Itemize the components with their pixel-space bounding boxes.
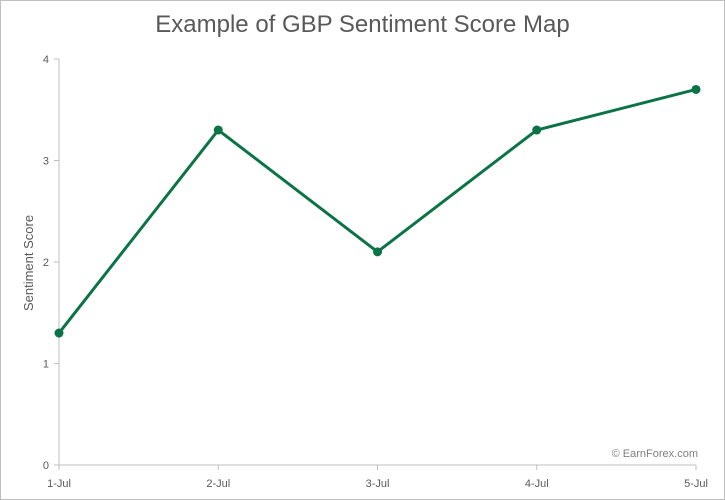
y-axis-title: Sentiment Score	[21, 215, 36, 311]
series-line	[57, 87, 698, 335]
x-tick-label: 2-Jul	[206, 478, 230, 490]
y-tick-label: 0	[43, 460, 49, 472]
x-ticks: 1-Jul 2-Jul 3-Jul 4-Jul 5-Jul	[47, 465, 708, 490]
y-tick-label: 1	[43, 359, 49, 371]
data-point	[54, 328, 64, 338]
y-ticks: 0 1 2 3 4	[43, 54, 59, 472]
axes	[58, 59, 696, 466]
y-tick-label: 4	[43, 54, 49, 66]
chart-title: Example of GBP Sentiment Score Map	[155, 11, 570, 38]
data-point	[532, 125, 542, 135]
x-tick-label: 5-Jul	[684, 478, 708, 490]
x-tick-label: 1-Jul	[47, 478, 71, 490]
data-point	[213, 125, 223, 135]
x-tick-label: 4-Jul	[525, 478, 549, 490]
watermark: © EarnForex.com	[612, 448, 698, 460]
y-tick-label: 3	[43, 156, 49, 168]
series-layer	[54, 84, 701, 338]
y-tick-label: 2	[43, 257, 49, 269]
data-point	[691, 84, 701, 94]
x-tick-label: 3-Jul	[366, 478, 390, 490]
data-point	[373, 247, 382, 257]
